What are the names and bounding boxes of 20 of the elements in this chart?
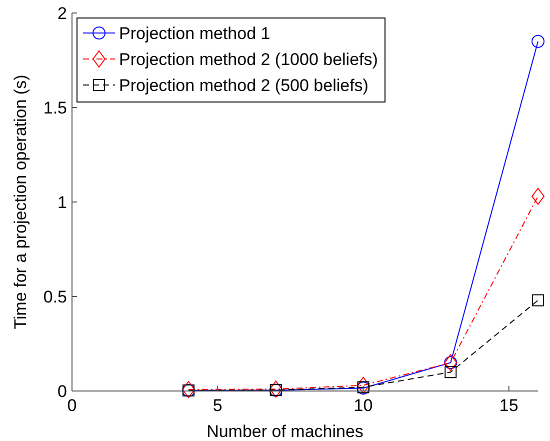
point <box>532 188 544 205</box>
legend-label: Projection method 1 <box>119 24 270 43</box>
legend-label: Projection method 2 (500 beliefs) <box>119 76 368 95</box>
legend-label: Projection method 2 (1000 beliefs) <box>119 50 378 69</box>
point <box>444 366 457 378</box>
x-tick-label: 5 <box>212 396 222 415</box>
x-tick-label: 15 <box>499 396 518 415</box>
y-tick-label: 2 <box>58 4 67 23</box>
y-tick-label: 0.5 <box>43 288 67 306</box>
point <box>269 380 282 398</box>
y-tick-label: 1.5 <box>43 98 67 118</box>
y-tick-label: 1 <box>58 193 67 212</box>
point <box>356 376 370 394</box>
x-tick-label: 10 <box>354 396 373 415</box>
x-axis-title: Number of machines <box>206 422 364 441</box>
point <box>532 294 544 306</box>
point <box>182 380 195 398</box>
y-tick-label: 0 <box>58 382 67 401</box>
y-axis-title: Time for a projection operation (s) <box>11 74 30 330</box>
point <box>532 34 544 48</box>
